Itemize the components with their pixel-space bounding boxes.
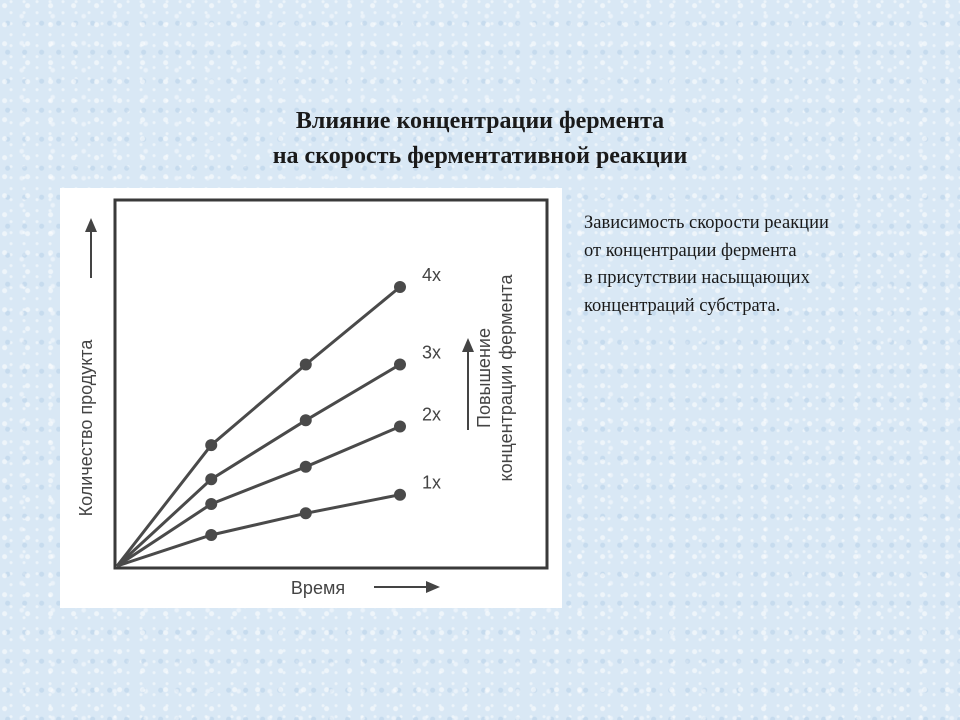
title-line-1: Влияние концентрации фермента xyxy=(295,108,665,134)
data-point-1x-3 xyxy=(394,488,406,501)
data-point-2x-1 xyxy=(205,498,218,510)
x-axis-arrow-head xyxy=(426,581,440,593)
data-point-2x-3 xyxy=(394,420,406,433)
caption-line-2: от концентрации фермента xyxy=(584,240,797,261)
data-point-4x-2 xyxy=(299,358,312,371)
caption: Зависимость скорости реакции от концентр… xyxy=(584,210,924,320)
data-point-1x-2 xyxy=(299,507,312,520)
series-line-1x xyxy=(116,493,401,568)
series-layer: 4x 3x 2x 1x xyxy=(115,265,441,568)
caption-line-1: Зависимость скорости реакции xyxy=(584,213,829,233)
enzyme-kinetics-chart: 4x 3x 2x 1x Количество продукта Время Повыш… xyxy=(76,198,549,598)
series-line-3x xyxy=(115,363,401,568)
data-point-4x-3 xyxy=(394,281,406,293)
data-point-4x-1 xyxy=(205,439,218,452)
caption-line-3: в присутствии насыщающих xyxy=(584,268,810,288)
data-point-1x-1 xyxy=(205,529,218,541)
y-axis-arrow-head xyxy=(85,218,97,232)
side-label-line-1: Повышение xyxy=(474,328,494,428)
x-axis-label-group: Время xyxy=(291,578,440,598)
series-label-2x: 2x xyxy=(422,405,441,425)
data-point-3x-3 xyxy=(394,358,406,371)
x-axis-label: Время xyxy=(291,578,345,598)
data-point-2x-2 xyxy=(299,460,312,473)
y-axis-label: Количество продукта xyxy=(76,339,96,517)
chart-panel: 4x 3x 2x 1x Количество продукта Время Повыш… xyxy=(60,188,562,608)
series-label-4x: 4x xyxy=(422,265,441,285)
series-label-1x: 1x xyxy=(422,473,441,493)
data-point-3x-1 xyxy=(205,473,218,486)
plot-frame xyxy=(113,198,549,570)
side-arrow-head xyxy=(462,338,474,352)
series-label-3x: 3x xyxy=(422,343,441,363)
data-point-3x-2 xyxy=(299,414,312,427)
title-line-2: на скорость ферментативной реакции xyxy=(272,143,688,169)
y-axis-label-group: Количество продукта xyxy=(76,218,97,516)
side-label-group: Повышение концентрации фермента xyxy=(462,274,516,482)
slide-title: Влияние концентрации фермента на скорост… xyxy=(0,104,960,174)
series-line-4x xyxy=(115,285,401,567)
caption-line-4: концентраций субстрата. xyxy=(584,295,781,316)
series-line-2x xyxy=(116,425,401,568)
side-label-line-2: концентрации фермента xyxy=(496,274,516,482)
